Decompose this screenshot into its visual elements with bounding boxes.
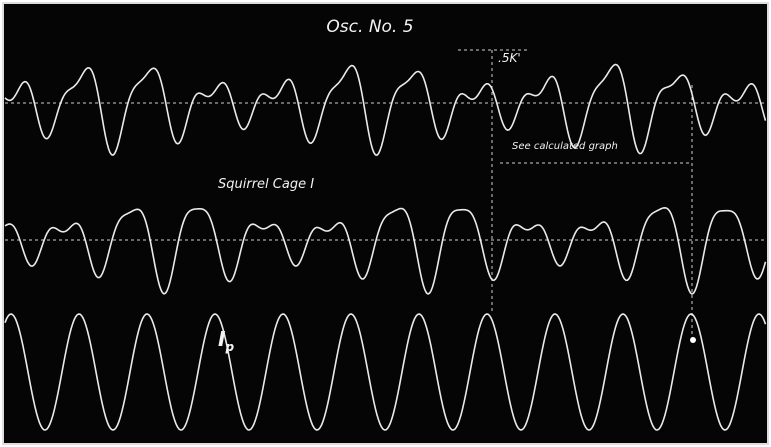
note: See calculated graph <box>512 141 618 152</box>
trace-label: Squirrel Cage I <box>218 177 314 192</box>
title: Osc. No. 5 <box>326 17 413 37</box>
trace-subscript: p <box>224 340 234 354</box>
marker-dot <box>690 337 696 343</box>
oscillogram: Osc. No. 5 .5K' See calculated graph Squ… <box>0 0 771 447</box>
marker-label: .5K' <box>498 51 521 65</box>
